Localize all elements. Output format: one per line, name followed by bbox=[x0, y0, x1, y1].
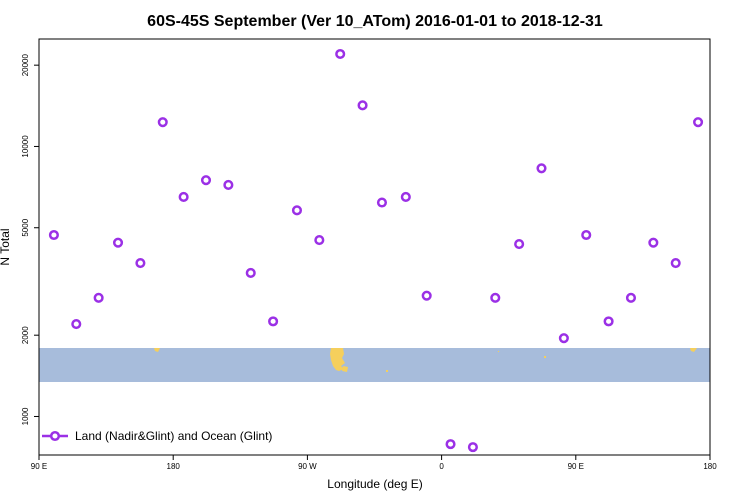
x-axis-label: Longitude (deg E) bbox=[327, 477, 422, 491]
land-dot-3 bbox=[498, 351, 499, 352]
plot-frame bbox=[38, 38, 711, 456]
data-point-26 bbox=[625, 292, 637, 303]
legend: Land (Nadir&Glint) and Ocean (Glint) bbox=[42, 429, 272, 443]
y-axis-label: N Total bbox=[0, 228, 12, 265]
land-dot-2 bbox=[544, 356, 546, 358]
data-point-5 bbox=[157, 117, 168, 128]
y-tick-label-2: 5000 bbox=[21, 218, 30, 236]
data-point-23 bbox=[558, 333, 569, 344]
data-point-0 bbox=[48, 229, 59, 241]
data-point-8 bbox=[223, 179, 234, 191]
y-tick-label-3: 10000 bbox=[21, 135, 30, 158]
data-point-28 bbox=[670, 257, 681, 269]
land-patch-small bbox=[690, 348, 697, 352]
data-point-16 bbox=[400, 191, 411, 203]
x-tick-label-0: 90 E bbox=[31, 462, 47, 471]
land-patch-islands bbox=[342, 366, 348, 372]
data-point-17 bbox=[421, 290, 432, 301]
data-point-10 bbox=[268, 316, 279, 327]
data-point-13 bbox=[335, 48, 346, 60]
data-point-25 bbox=[603, 316, 614, 327]
data-point-14 bbox=[357, 100, 368, 111]
data-point-6 bbox=[178, 191, 189, 203]
data-point-1 bbox=[71, 318, 82, 330]
y-axis: 1000 2000 5000 10000 20000 bbox=[21, 53, 39, 425]
data-point-12 bbox=[314, 235, 325, 246]
data-point-24 bbox=[581, 229, 592, 241]
x-tick-label-4: 90 E bbox=[568, 462, 584, 471]
data-point-20 bbox=[490, 292, 501, 303]
data-point-29 bbox=[693, 117, 704, 128]
plot-area bbox=[38, 38, 711, 456]
land-patch-south-america bbox=[330, 348, 345, 371]
data-point-4 bbox=[135, 257, 146, 269]
data-point-11 bbox=[291, 205, 303, 216]
y-tick-label-0: 1000 bbox=[21, 407, 30, 425]
data-point-15 bbox=[376, 197, 388, 208]
legend-marker bbox=[49, 430, 61, 442]
data-point-22 bbox=[536, 163, 547, 174]
y-tick-label-1: 2000 bbox=[21, 326, 30, 344]
x-tick-label-3: 0 bbox=[439, 462, 444, 471]
x-tick-label-1: 180 bbox=[167, 462, 181, 471]
land-patch-nz bbox=[154, 348, 160, 352]
y-tick-label-4: 20000 bbox=[21, 53, 30, 76]
data-point-21 bbox=[514, 239, 525, 250]
x-tick-label-5: 180 bbox=[703, 462, 717, 471]
altitude-band bbox=[39, 348, 710, 382]
land-shapes bbox=[154, 348, 697, 372]
legend-label: Land (Nadir&Glint) and Ocean (Glint) bbox=[75, 429, 272, 443]
data-point-9 bbox=[245, 267, 256, 279]
land-dot-1 bbox=[386, 370, 388, 372]
data-point-19 bbox=[467, 442, 478, 453]
x-tick-label-2: 90 W bbox=[298, 462, 317, 471]
data-point-27 bbox=[648, 237, 659, 248]
data-point-18 bbox=[445, 439, 456, 450]
chart-title: 60S-45S September (Ver 10_ATom) 2016-01-… bbox=[147, 13, 603, 30]
data-point-3 bbox=[112, 237, 124, 248]
data-point-2 bbox=[93, 292, 104, 303]
data-points bbox=[48, 48, 704, 453]
data-point-7 bbox=[200, 175, 212, 186]
x-axis: 90 E 180 90 W 0 90 E 180 bbox=[31, 455, 717, 471]
